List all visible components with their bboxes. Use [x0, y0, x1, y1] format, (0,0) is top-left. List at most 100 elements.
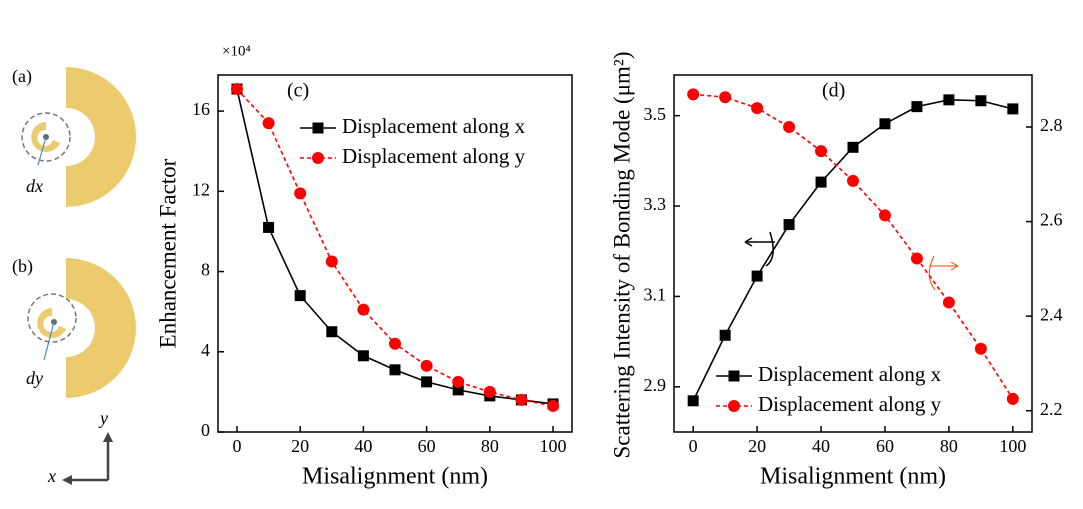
- marker: [751, 102, 764, 115]
- marker: [975, 95, 987, 107]
- legend-marker: [312, 122, 324, 134]
- y-tick-label: 12: [192, 179, 210, 199]
- x-tick-label: 40: [354, 436, 372, 456]
- marker: [1006, 392, 1019, 405]
- marker: [847, 174, 859, 187]
- y-tick-label: 4: [201, 340, 210, 360]
- label-dx: dx: [26, 176, 43, 196]
- marker: [974, 342, 987, 355]
- x-tick-label: 80: [481, 436, 499, 456]
- x-tick-label: 20: [748, 436, 766, 456]
- x-tick-label: 0: [232, 436, 241, 456]
- panel-label: (b): [12, 256, 33, 277]
- marker: [719, 91, 732, 104]
- ring-a: [21, 112, 71, 162]
- marker: [847, 141, 859, 153]
- y-tick-label: 2.9: [644, 375, 667, 395]
- y-axis-title: Enhancement Factor: [155, 158, 180, 348]
- multiplier: ×10⁴: [222, 43, 251, 59]
- diagram: (a) (b) dx dy x y: [12, 66, 136, 486]
- marker: [751, 270, 763, 282]
- y-tick-label: 16: [192, 99, 210, 119]
- marker: [515, 393, 528, 406]
- y2-tick-label: 2.2: [1040, 399, 1063, 419]
- x-tick-label: 100: [540, 436, 567, 456]
- marker: [687, 395, 699, 407]
- marker: [910, 252, 923, 265]
- marker: [452, 375, 465, 388]
- annotation-arrows: [744, 231, 959, 291]
- marker: [262, 117, 275, 130]
- marker: [294, 290, 306, 302]
- right-axis-arrow: [928, 255, 959, 291]
- marker: [357, 303, 370, 316]
- marker: [421, 376, 433, 388]
- axis-y-label: y: [98, 408, 108, 428]
- y-tick-label: 3.5: [644, 104, 667, 124]
- y-tick-label: 8: [201, 260, 210, 280]
- marker: [357, 350, 369, 362]
- y-tick-label: 3.3: [644, 194, 667, 214]
- panel-label: (a): [12, 66, 32, 87]
- marker: [942, 296, 955, 309]
- legend-marker: [312, 152, 324, 164]
- marker: [420, 359, 433, 372]
- panel-label: (c): [287, 80, 309, 102]
- marker: [911, 101, 923, 113]
- legend-label: Displacement along x: [342, 114, 526, 138]
- marker: [452, 384, 464, 396]
- disc-a: [66, 67, 136, 207]
- y2-tick-label: 2.6: [1040, 210, 1063, 230]
- y-tick-label: 0: [201, 420, 210, 440]
- y-tick-label: 3.1: [644, 285, 667, 305]
- x-axis-title: Misalignment (nm): [302, 464, 488, 490]
- x-tick-label: 20: [291, 436, 309, 456]
- y2-tick-label: 2.8: [1040, 115, 1063, 135]
- marker: [263, 221, 275, 233]
- x-axis-title: Misalignment (nm): [760, 464, 946, 490]
- marker: [1007, 103, 1019, 115]
- plot-frame: [217, 74, 573, 433]
- marker: [389, 364, 401, 376]
- legend-marker: [728, 400, 740, 412]
- marker: [230, 83, 243, 96]
- x-tick-label: 60: [876, 436, 894, 456]
- legend-label: Displacement along y: [342, 144, 526, 168]
- split-b: [37, 308, 66, 338]
- x-tick-label: 100: [999, 436, 1026, 456]
- x-tick-label: 60: [418, 436, 436, 456]
- y2-tick-label: 2.4: [1040, 304, 1063, 324]
- label-dy: dy: [26, 368, 43, 388]
- plot-frame: [673, 74, 1033, 433]
- disc-b: [66, 258, 136, 398]
- marker: [719, 329, 731, 341]
- x-tick-label: 0: [689, 436, 698, 456]
- axis-x-label: x: [47, 466, 56, 486]
- marker: [878, 209, 891, 222]
- marker: [879, 118, 891, 130]
- marker: [783, 121, 796, 134]
- x-tick-label: 80: [940, 436, 958, 456]
- marker: [326, 326, 338, 338]
- legend-label: Displacement along y: [758, 392, 942, 416]
- pointer-b: [43, 321, 55, 361]
- marker: [483, 385, 496, 398]
- y-axis-title: Scattering Intensity of Bonding Mode (μm…: [609, 52, 634, 459]
- marker: [687, 88, 700, 101]
- x-tick-label: 40: [812, 436, 830, 456]
- arrow-heads: [62, 432, 113, 485]
- marker: [294, 187, 307, 200]
- ring-b: [27, 293, 77, 343]
- marker: [325, 255, 338, 268]
- marker: [815, 176, 827, 188]
- marker: [389, 337, 401, 350]
- axes-arrows: [70, 440, 110, 482]
- marker: [943, 94, 955, 106]
- split-a: [31, 122, 60, 152]
- pointer-a: [37, 136, 47, 166]
- marker: [783, 219, 795, 231]
- series-line: [693, 93, 1014, 400]
- legend-label: Displacement along x: [758, 362, 942, 386]
- panel-label: (d): [822, 80, 845, 102]
